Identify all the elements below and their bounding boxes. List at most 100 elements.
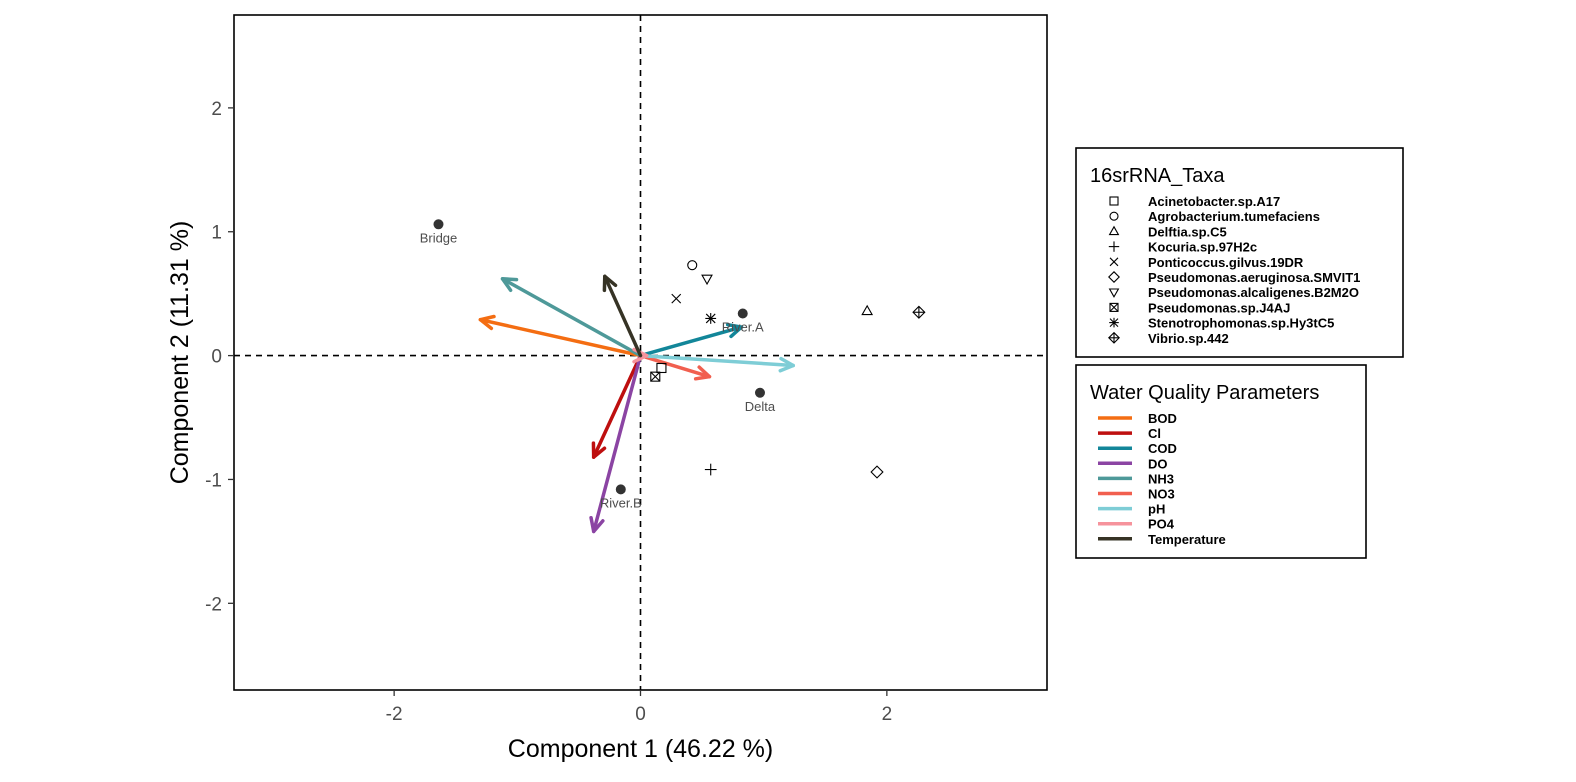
legend-label: PO4: [1148, 517, 1175, 532]
y-tick-label: 2: [211, 99, 222, 120]
legend-item-ponticoccus-gilvus-19dr: Ponticoccus.gilvus.19DR: [1109, 255, 1304, 270]
y-axis-title: Component 2 (11.31 %): [166, 221, 194, 485]
legend-item-pseudomonas-sp-j4aj: Pseudomonas.sp.J4AJ: [1109, 300, 1290, 315]
legend-item-acinetobacter-sp-a17: Acinetobacter.sp.A17: [1109, 194, 1280, 209]
legend-label: Pseudomonas.sp.J4AJ: [1148, 300, 1290, 315]
symbol-stroke: [671, 293, 682, 304]
legend-symbol: [1109, 196, 1119, 206]
legend-label: Pseudomonas.alcaligenes.B2M2O: [1148, 285, 1359, 300]
legend-label: Stenotrophomonas.sp.Hy3tC5: [1148, 316, 1334, 331]
legend-item-do: DO: [1098, 456, 1168, 471]
legend-item-kocuria-sp-97h2c: Kocuria.sp.97H2c: [1108, 240, 1257, 255]
legend-item-vibrio-sp-442: Vibrio.sp.442: [1108, 331, 1229, 346]
legend-label: Temperature: [1148, 532, 1226, 547]
legend-symbol: [1109, 302, 1119, 312]
symbol-shape: [861, 304, 874, 316]
vector-cod: [638, 322, 744, 358]
taxa-point-stenotrophomonas-sp-hy3tc5: [705, 313, 717, 324]
legend-label: NO3: [1148, 487, 1175, 502]
site-label: River.A: [722, 319, 764, 334]
vector-shaft: [638, 353, 795, 368]
vector-ph: [638, 353, 795, 373]
legend-item-pseudomonas-alcaligenes-b2m2o: Pseudomonas.alcaligenes.B2M2O: [1108, 285, 1359, 300]
legend-symbol: [1108, 288, 1120, 298]
legend-item-temperature: Temperature: [1098, 532, 1226, 547]
site-river-a: River.A: [722, 308, 764, 334]
taxa-points: [650, 260, 926, 479]
symbol-stroke: [705, 313, 716, 324]
site-label: Delta: [745, 399, 776, 414]
legend-item-agrobacterium-tumefaciens: Agrobacterium.tumefaciens: [1109, 209, 1320, 224]
y-tick-label: 1: [211, 223, 222, 244]
legend-item-nh3: NH3: [1098, 471, 1174, 486]
legend-label: Kocuria.sp.97H2c: [1148, 240, 1257, 255]
vector-shaft: [591, 353, 643, 459]
taxa-point-pseudomonas-sp-j4aj: [650, 371, 661, 382]
site-point: [754, 387, 765, 398]
vector-shaft: [478, 317, 643, 358]
x-tick-label: 2: [882, 704, 893, 725]
reference-lines: [234, 15, 1047, 690]
legend-item-cl: Cl: [1098, 426, 1161, 441]
taxa-legend: 16srRNA_Taxa Acinetobacter.sp.A17Agrobac…: [1075, 147, 1404, 358]
taxa-point-agrobacterium-tumefaciens: [687, 260, 698, 271]
vector-no3: [638, 353, 712, 381]
legend-item-pseudomonas-aeruginosa-smvit1: Pseudomonas.aeruginosa.SMVIT1: [1108, 270, 1360, 285]
taxa-point-kocuria-sp-97h2c: [704, 463, 717, 476]
legend-item-ph: pH: [1098, 502, 1165, 517]
vector-bod: [478, 314, 643, 358]
legend-label: DO: [1148, 456, 1168, 471]
symbol-stroke: [1109, 303, 1119, 312]
taxa-point-pseudomonas-aeruginosa-smvit1: [870, 465, 884, 479]
legend-label: Pseudomonas.aeruginosa.SMVIT1: [1148, 270, 1360, 285]
taxa-point-acinetobacter-sp-a17: [656, 362, 667, 374]
vector-arrowhead: [778, 356, 795, 373]
legend-symbol: [1108, 225, 1120, 236]
legend-label: BOD: [1148, 411, 1177, 426]
site-river-b: River.B: [600, 484, 642, 510]
vector-shaft: [603, 274, 643, 358]
parameters-legend-title: Water Quality Parameters: [1090, 382, 1319, 404]
site-bridge: Bridge: [420, 219, 458, 245]
symbol-stroke: [650, 371, 661, 382]
vector-shaft: [638, 325, 744, 358]
site-point: [615, 484, 626, 495]
site-label: River.B: [600, 495, 642, 510]
site-label: Bridge: [420, 230, 458, 245]
taxa-legend-title: 16srRNA_Taxa: [1090, 165, 1225, 187]
legend-label: Agrobacterium.tumefaciens: [1148, 209, 1320, 224]
legend-symbol: [1109, 211, 1119, 221]
vector-shaft: [638, 353, 712, 379]
x-tick-label: -2: [386, 704, 403, 725]
legend-symbol: [1108, 241, 1120, 252]
legend-symbol: [1109, 257, 1119, 267]
legend-label: Cl: [1148, 426, 1161, 441]
y-tick-label: -2: [205, 594, 222, 615]
site-points: Bridge River.A Delta River.B: [420, 219, 776, 510]
parameters-legend-box: [1075, 364, 1367, 559]
vector-arrowhead: [725, 322, 744, 339]
taxa-point-pseudomonas-alcaligenes-b2m2o: [701, 274, 713, 286]
legend-symbol: [1108, 271, 1120, 283]
legend-label: Delftia.sp.C5: [1148, 224, 1227, 239]
axis-ticks: -2 0 2 -2 -1 0 1 2: [205, 99, 892, 725]
legend-item-bod: BOD: [1098, 411, 1177, 426]
symbol-shape: [687, 260, 698, 271]
legend-label: COD: [1148, 441, 1177, 456]
symbol-shape: [870, 465, 884, 479]
taxa-point-ponticoccus-gilvus-19dr: [671, 293, 682, 304]
legend-label: NH3: [1148, 471, 1174, 486]
taxa-point-vibrio-sp-442: [912, 305, 926, 319]
x-axis-title: Component 1 (46.22 %): [508, 735, 773, 763]
site-point: [433, 219, 444, 230]
legend-label: Ponticoccus.gilvus.19DR: [1148, 255, 1304, 270]
symbol-shape: [1109, 302, 1119, 312]
symbol-stroke: [1109, 318, 1119, 327]
vector-nh3: [500, 277, 643, 358]
vector-arrowhead: [591, 441, 607, 459]
vector-temperature: [602, 274, 643, 358]
y-tick-label: 0: [211, 347, 222, 368]
vector-cl: [591, 353, 643, 459]
vector-arrowhead: [478, 314, 496, 331]
parameter-vectors: [478, 274, 795, 534]
